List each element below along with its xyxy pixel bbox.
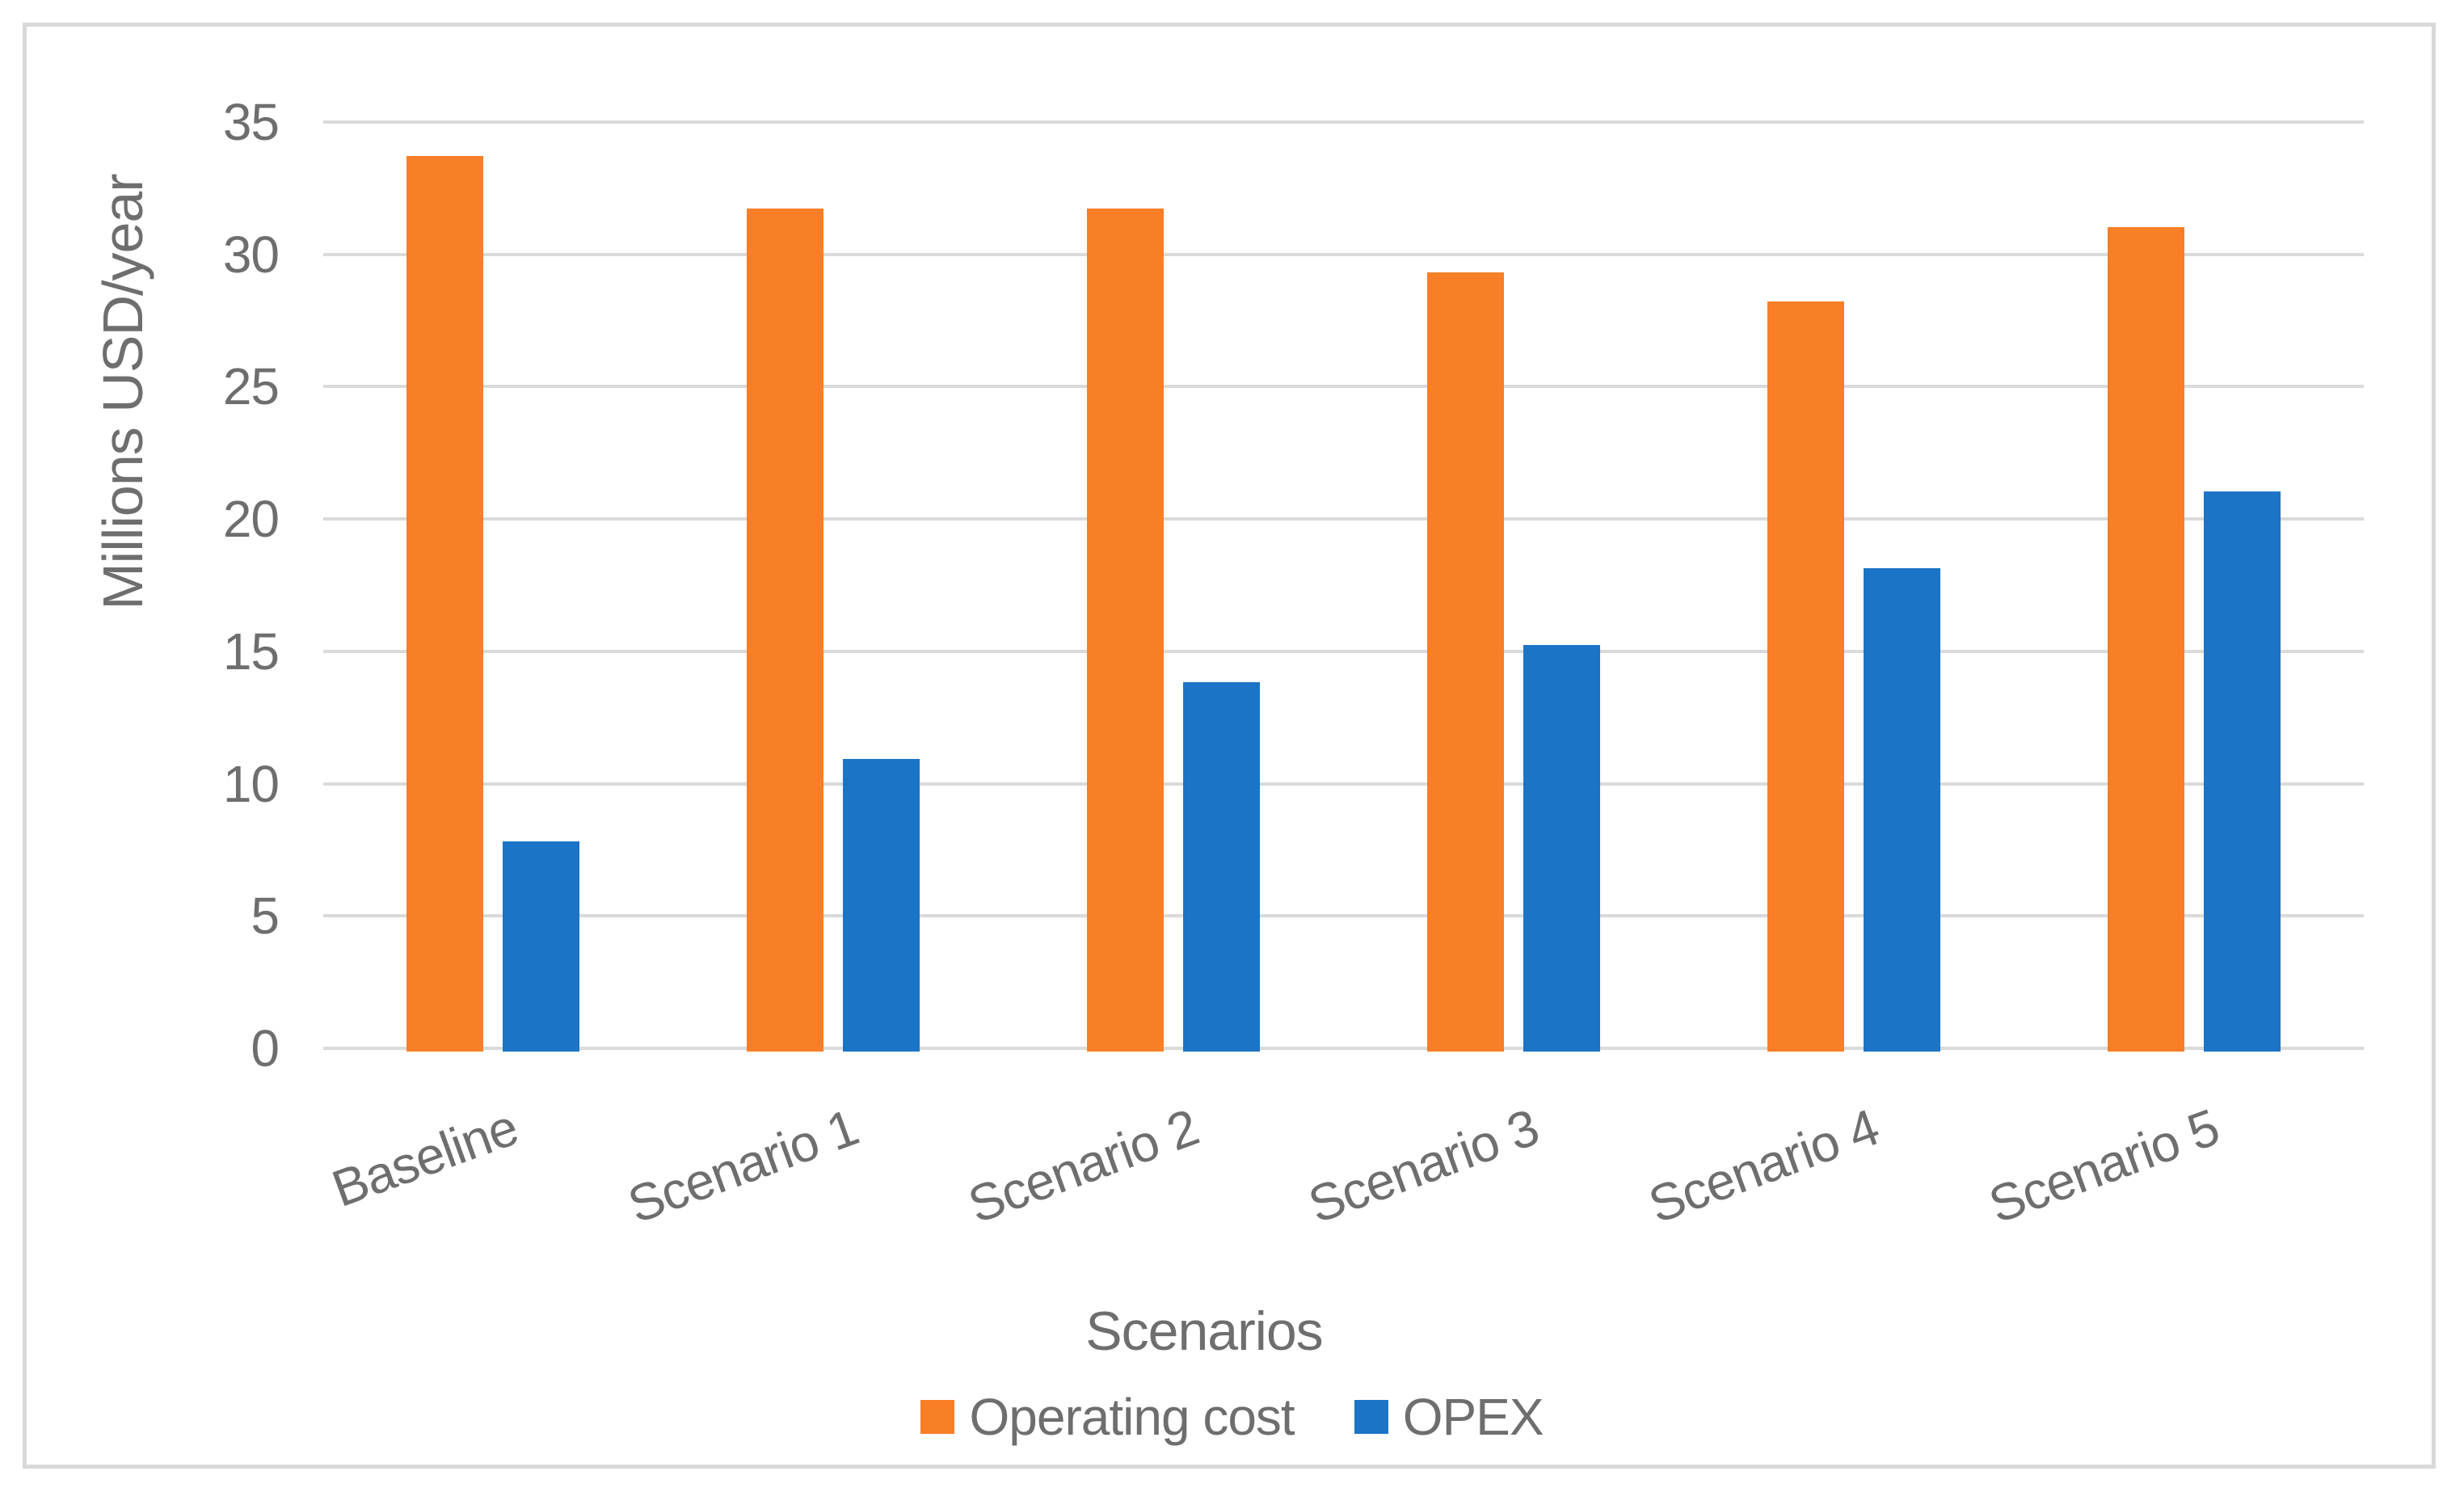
bar-operating-cost: [406, 155, 484, 1052]
bar-opex: [1523, 645, 1600, 1052]
legend-swatch-icon: [1354, 1400, 1388, 1434]
y-tick-label: 0: [251, 1019, 280, 1077]
bar-operating-cost: [1087, 209, 1165, 1052]
bar-operating-cost: [747, 209, 824, 1052]
legend-item-operating-cost: Operating cost: [920, 1387, 1295, 1447]
gridline: [323, 517, 2364, 521]
y-tick-label: 25: [222, 357, 280, 416]
y-tick-label: 35: [222, 93, 280, 151]
bar-opex: [1183, 682, 1261, 1052]
gridline: [323, 649, 2364, 653]
bar-operating-cost: [1426, 272, 1504, 1052]
x-axis-title: Scenarios: [1085, 1301, 1323, 1362]
y-tick-label: 10: [222, 754, 280, 813]
gridline: [323, 385, 2364, 389]
bar-operating-cost: [1767, 301, 1844, 1052]
legend-item-opex: OPEX: [1354, 1387, 1544, 1447]
gridline: [323, 914, 2364, 918]
gridline: [323, 782, 2364, 786]
y-tick-label: 30: [222, 225, 280, 284]
bar-opex: [1863, 568, 1940, 1052]
gridline: [323, 120, 2364, 124]
bar-opex: [503, 841, 580, 1052]
y-tick-label: 5: [251, 887, 280, 946]
legend: Operating cost OPEX: [0, 1387, 2464, 1447]
gridline: [323, 1047, 2364, 1050]
bar-opex: [2203, 491, 2281, 1052]
bar-operating-cost: [2107, 226, 2184, 1052]
legend-swatch-icon: [920, 1400, 955, 1434]
bar-opex: [843, 759, 920, 1052]
gridline: [323, 252, 2364, 256]
legend-label: Operating cost: [969, 1388, 1295, 1446]
legend-label: OPEX: [1402, 1388, 1544, 1446]
y-tick-label: 20: [222, 490, 280, 549]
y-tick-label: 15: [222, 622, 280, 681]
